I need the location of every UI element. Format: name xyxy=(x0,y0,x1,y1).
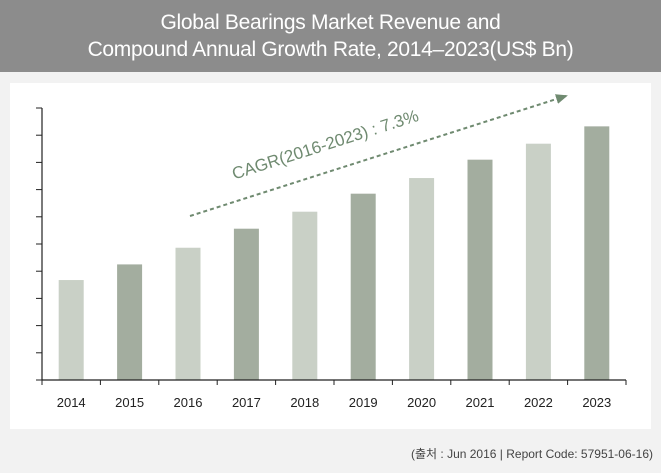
x-tick-label-2022: 2022 xyxy=(524,395,553,410)
chart-title-bar: Global Bearings Market Revenue and Compo… xyxy=(0,0,661,72)
bar-2015 xyxy=(117,264,143,380)
bar-2018 xyxy=(292,211,318,380)
bar-2019 xyxy=(350,193,376,380)
x-tick-label-2023: 2023 xyxy=(582,395,611,410)
bar-2016 xyxy=(175,247,201,380)
x-tick-label-2018: 2018 xyxy=(290,395,319,410)
x-tick-label-2019: 2019 xyxy=(349,395,378,410)
bar-2014 xyxy=(58,280,84,380)
bar-2017 xyxy=(233,228,259,380)
bar-2022 xyxy=(525,143,551,380)
chart-title-line-1: Global Bearings Market Revenue and xyxy=(160,11,501,34)
bar-2021 xyxy=(467,159,493,380)
x-tick-label-2016: 2016 xyxy=(174,395,203,410)
chart-title-line-2: Compound Annual Growth Rate, 2014–2023(U… xyxy=(87,38,574,61)
bar-2023 xyxy=(584,126,610,380)
x-tick-label-2020: 2020 xyxy=(407,395,436,410)
x-tick-label-2021: 2021 xyxy=(466,395,495,410)
x-tick-label-2014: 2014 xyxy=(57,395,86,410)
cagr-arrow xyxy=(189,94,568,217)
bar-2020 xyxy=(409,178,435,380)
x-tick-label-2017: 2017 xyxy=(232,395,261,410)
source-note: (출처 : Jun 2016 | Report Code: 57951-06-1… xyxy=(410,447,653,461)
x-tick-label-2015: 2015 xyxy=(115,395,144,410)
